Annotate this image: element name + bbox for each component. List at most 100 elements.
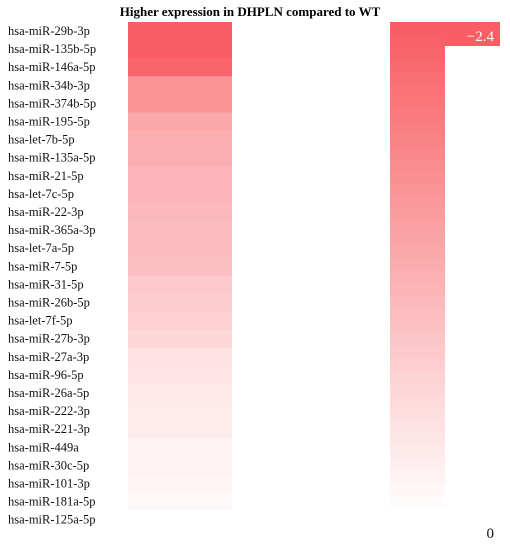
row-label: hsa-miR-135a-5p <box>8 151 95 165</box>
row-label: hsa-miR-125a-5p <box>8 513 95 527</box>
heatmap-cell <box>128 438 232 457</box>
color-scale-max-tab <box>445 22 500 46</box>
row-label: hsa-miR-101-3p <box>8 477 90 491</box>
color-scale-segment <box>390 59 445 73</box>
color-scale-segment <box>390 34 445 48</box>
heatmap-cell <box>128 420 232 439</box>
row-label: hsa-let-7b-5p <box>8 133 75 147</box>
heatmap-cell <box>128 203 232 222</box>
color-scale-segment <box>390 320 445 334</box>
color-scale-segment <box>390 457 445 471</box>
heatmap-cell <box>128 311 232 331</box>
heatmap-cell <box>128 492 232 512</box>
heatmap-cell <box>128 40 232 59</box>
color-scale-segment <box>390 507 445 521</box>
row-label: hsa-miR-34b-3p <box>8 78 90 92</box>
color-scale-segment <box>390 420 445 434</box>
color-scale-segment <box>390 96 445 110</box>
heatmap-cell <box>128 474 232 494</box>
row-label: hsa-miR-21-5p <box>8 169 84 183</box>
color-scale-segment <box>390 470 445 484</box>
color-scale-segment <box>390 246 445 260</box>
color-scale-segment <box>390 395 445 409</box>
row-label: hsa-miR-29b-3p <box>8 24 90 38</box>
heatmap-cell <box>128 94 232 114</box>
row-label: hsa-miR-96-5p <box>8 368 84 382</box>
heatmap-cell <box>128 402 232 421</box>
heatmap-cell <box>128 112 232 132</box>
row-labels: hsa-miR-29b-3p hsa-miR-135b-5p hsa-miR-146… <box>8 24 96 527</box>
color-scale-segment <box>390 84 445 98</box>
color-scale-segment <box>390 258 445 272</box>
heatmap-cell <box>128 293 232 313</box>
color-scale-segment <box>390 295 445 309</box>
row-label: hsa-let-7c-5p <box>8 187 74 201</box>
row-label: hsa-miR-31-5p <box>8 277 84 291</box>
color-scale-min-label: 0 <box>487 526 495 542</box>
row-label: hsa-miR-222-3p <box>8 404 90 418</box>
color-scale-segment <box>390 171 445 185</box>
color-scale-segment <box>390 109 445 123</box>
color-scale-segment <box>390 333 445 347</box>
color-scale-segment <box>390 46 445 60</box>
heatmap-cell <box>128 148 232 168</box>
row-label: hsa-miR-374b-5p <box>8 96 96 110</box>
color-scale-segment <box>390 71 445 85</box>
heatmap-cell <box>128 365 232 385</box>
heatmap-cell <box>128 329 232 349</box>
heatmap-cells <box>128 22 232 530</box>
row-label: hsa-let-7f-5p <box>8 314 73 328</box>
row-label: hsa-let-7a-5p <box>8 241 74 255</box>
heatmap-cell <box>128 221 232 240</box>
color-scale-segment <box>390 482 445 496</box>
color-scale-segment <box>390 196 445 210</box>
row-label: hsa-miR-135b-5p <box>8 42 96 56</box>
row-label: hsa-miR-221-3p <box>8 422 90 436</box>
row-label: hsa-miR-27a-3p <box>8 350 89 364</box>
color-scale-segment <box>390 407 445 421</box>
color-scale-segment <box>390 432 445 446</box>
row-label: hsa-miR-26a-5p <box>8 386 89 400</box>
color-scale-segment <box>390 233 445 247</box>
chart-title: Higher expression in DHPLN compared to W… <box>120 4 381 19</box>
row-label: hsa-miR-7-5p <box>8 259 77 273</box>
color-scale-bar <box>390 22 500 521</box>
heatmap-cell <box>128 239 232 258</box>
row-label: hsa-miR-365a-3p <box>8 223 95 237</box>
color-scale-segment <box>390 345 445 359</box>
heatmap-cell <box>128 184 232 204</box>
row-label: hsa-miR-146a-5p <box>8 60 95 74</box>
color-scale-segment <box>390 383 445 397</box>
heatmap-cell <box>128 384 232 403</box>
color-scale-segment <box>390 283 445 297</box>
heatmap-cell <box>128 76 232 95</box>
color-scale-segment <box>390 358 445 372</box>
row-label: hsa-miR-449a <box>8 440 79 454</box>
row-label: hsa-miR-27b-3p <box>8 332 90 346</box>
row-label: hsa-miR-22-3p <box>8 205 84 219</box>
color-scale-segment <box>390 445 445 459</box>
color-scale-segment <box>390 22 445 36</box>
color-scale-segment <box>390 208 445 222</box>
color-scale-segment <box>390 271 445 285</box>
color-scale-segment <box>390 221 445 235</box>
color-scale-segment <box>390 146 445 160</box>
heatmap-cell <box>128 456 232 476</box>
color-scale-max-label: −2.4 <box>467 29 495 45</box>
heatmap-cell <box>128 510 232 530</box>
heatmap-cell <box>128 347 232 367</box>
heatmap-cell <box>128 257 232 276</box>
color-scale-segment <box>390 183 445 197</box>
row-label: hsa-miR-195-5p <box>8 115 90 129</box>
heatmap-cell <box>128 166 232 186</box>
color-scale-segment <box>390 134 445 148</box>
color-scale-segment <box>390 370 445 384</box>
heatmap-cell <box>128 130 232 150</box>
color-scale-segment <box>390 121 445 135</box>
row-label: hsa-miR-26b-5p <box>8 296 90 310</box>
row-label: hsa-miR-181a-5p <box>8 495 95 509</box>
heatmap-cell <box>128 58 232 77</box>
color-scale-segment <box>390 495 445 509</box>
heatmap-cell <box>128 22 232 41</box>
